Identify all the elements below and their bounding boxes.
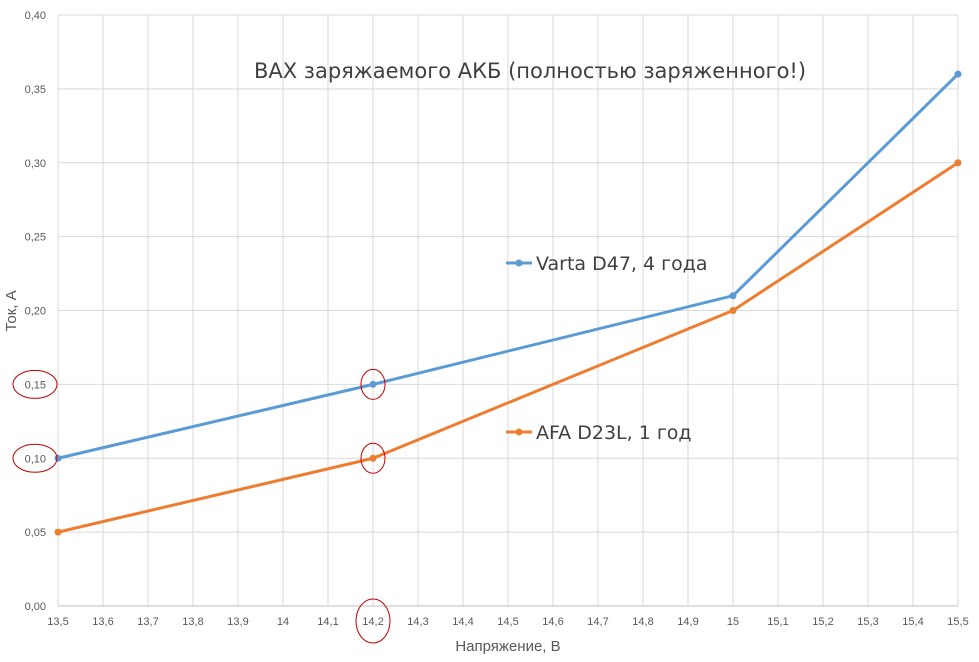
x-tick-label: 14,2 xyxy=(362,616,383,628)
x-tick-label: 15,1 xyxy=(767,616,788,628)
annotation-circle-y-tick xyxy=(12,369,58,399)
x-tick-label: 14 xyxy=(277,616,289,628)
x-tick-label: 15,5 xyxy=(947,616,968,628)
y-tick-label: 0,00 xyxy=(25,601,46,613)
y-tick-labels: 0,00 0,05 0,10 0,15 0,20 0,25 0,30 0,35 0,40 xyxy=(25,10,46,613)
y-axis-title: Ток, А xyxy=(3,290,20,331)
x-tick-label: 14,1 xyxy=(317,616,338,628)
x-tick-label: 15,3 xyxy=(857,616,878,628)
x-tick-label: 13,5 xyxy=(47,616,68,628)
red-circle-annotations xyxy=(12,368,391,644)
x-axis-title: Напряжение, В xyxy=(455,638,560,655)
legend-label-afa: AFA D23L, 1 год xyxy=(536,422,692,444)
y-tick-label: 0,15 xyxy=(25,379,46,391)
data-point xyxy=(729,292,737,300)
y-tick-label: 0,25 xyxy=(25,232,46,244)
series-line-1 xyxy=(57,161,959,534)
y-tick-label: 0,30 xyxy=(25,158,46,170)
data-point xyxy=(54,528,62,536)
x-tick-label: 13,9 xyxy=(227,616,248,628)
x-tick-label: 13,6 xyxy=(92,616,113,628)
y-tick-label: 0,40 xyxy=(25,10,46,22)
data-point xyxy=(729,307,737,314)
y-tick-label: 0,35 xyxy=(25,84,46,96)
legend-label-varta: Varta D47, 4 года xyxy=(536,253,708,275)
data-point xyxy=(954,159,962,167)
series-lines xyxy=(54,70,962,536)
x-tick-label: 15,4 xyxy=(902,616,923,628)
x-tick-label: 15 xyxy=(727,616,739,628)
annotation-circle-point xyxy=(360,442,386,474)
x-tick-label: 15,2 xyxy=(812,616,833,628)
y-tick-label: 0,20 xyxy=(25,306,46,318)
annotation-circle-point xyxy=(360,368,386,400)
x-tick-label: 14,3 xyxy=(407,616,428,628)
series-line-0 xyxy=(57,73,960,460)
y-tick-label: 0,05 xyxy=(25,527,46,539)
x-tick-labels: 13,5 13,6 13,7 13,8 13,9 14 14,1 14,2 14,3 14,4 14… xyxy=(47,616,968,628)
x-tick-label: 14,6 xyxy=(542,616,563,628)
legend: Varta D47, 4 года AFA D23L, 1 год xyxy=(506,253,708,444)
chart-title: ВАХ заряжаемого АКБ (полностью заряженно… xyxy=(254,59,806,83)
x-tick-label: 14,8 xyxy=(632,616,653,628)
annotation-circle-y-tick xyxy=(12,443,58,473)
data-point xyxy=(369,380,377,388)
annotation-circle-x-tick xyxy=(355,598,391,644)
x-tick-label: 13,7 xyxy=(137,616,158,628)
x-tick-label: 14,9 xyxy=(677,616,698,628)
y-tick-label: 0,10 xyxy=(25,453,46,465)
gridlines xyxy=(57,14,959,607)
legend-dot-varta xyxy=(515,259,523,267)
data-point xyxy=(54,454,62,462)
data-point xyxy=(369,454,377,462)
x-tick-label: 14,7 xyxy=(587,616,608,628)
x-tick-label: 14,4 xyxy=(452,616,473,628)
x-tick-label: 13,8 xyxy=(182,616,203,628)
x-tick-label: 14,5 xyxy=(497,616,518,628)
legend-dot-afa xyxy=(515,428,523,436)
data-point xyxy=(954,70,962,78)
